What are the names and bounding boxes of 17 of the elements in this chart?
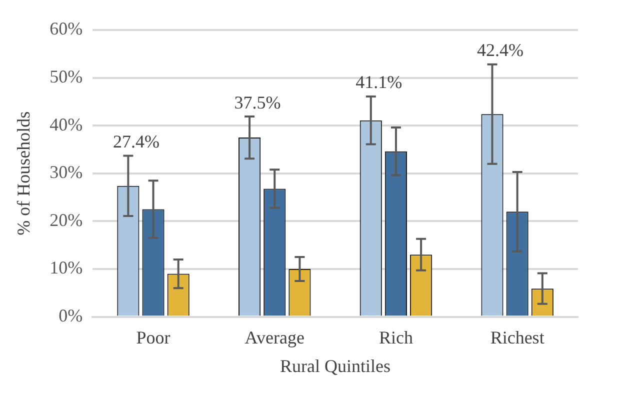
- x-axis-title: Rural Quintiles: [280, 356, 391, 376]
- data-label: 41.1%: [356, 72, 402, 92]
- y-tick-label: 60%: [50, 18, 83, 39]
- y-tick-label: 0%: [58, 306, 83, 326]
- y-tick-label: 10%: [50, 258, 83, 278]
- y-tick-label: 20%: [50, 210, 83, 230]
- y-tick-label: 30%: [50, 162, 83, 182]
- y-tick-label: 50%: [50, 66, 83, 87]
- y-axis-title: % of Households: [14, 111, 34, 236]
- data-label: 42.4%: [476, 40, 524, 60]
- x-tick-label: Rich: [378, 327, 413, 348]
- y-tick-label: 40%: [50, 114, 83, 134]
- x-tick-label: Average: [244, 327, 304, 348]
- x-tick-label: Richest: [490, 327, 544, 348]
- data-label: 27.4%: [112, 131, 160, 152]
- data-label: 37.5%: [234, 92, 281, 112]
- x-tick-label: Poor: [136, 327, 170, 348]
